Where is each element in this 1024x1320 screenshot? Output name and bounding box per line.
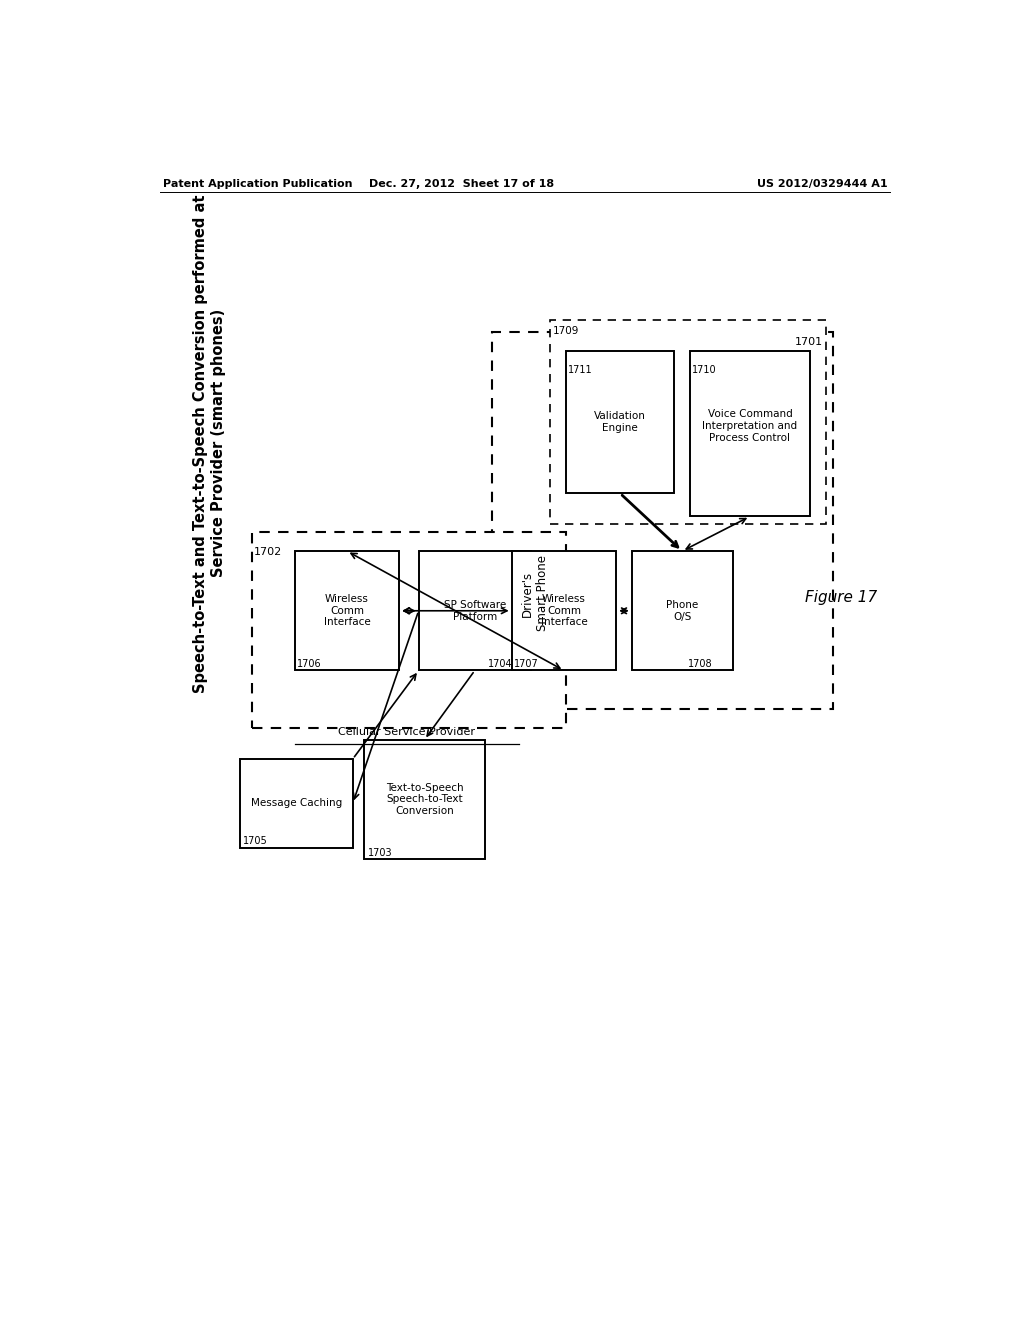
Text: Wireless
Comm
Interface: Wireless Comm Interface bbox=[541, 594, 588, 627]
Bar bbox=[295, 552, 399, 671]
Text: Message Caching: Message Caching bbox=[251, 799, 342, 808]
Text: 1704: 1704 bbox=[488, 659, 513, 669]
Text: US 2012/0329444 A1: US 2012/0329444 A1 bbox=[757, 180, 888, 189]
Text: 1706: 1706 bbox=[297, 659, 322, 669]
Text: Validation
Engine: Validation Engine bbox=[594, 412, 646, 433]
Text: 1711: 1711 bbox=[568, 364, 593, 375]
Text: Text-to-Speech
Speech-to-Text
Conversion: Text-to-Speech Speech-to-Text Conversion bbox=[386, 783, 463, 816]
Text: 1703: 1703 bbox=[369, 847, 393, 858]
Bar bbox=[493, 331, 834, 709]
Text: 1702: 1702 bbox=[254, 548, 283, 557]
Text: Cellular Service Provider: Cellular Service Provider bbox=[339, 726, 475, 737]
Text: SP Software
Platform: SP Software Platform bbox=[443, 601, 506, 622]
Text: Figure 17: Figure 17 bbox=[805, 590, 878, 605]
Bar bbox=[419, 552, 531, 671]
Text: Voice Command
Interpretation and
Process Control: Voice Command Interpretation and Process… bbox=[702, 409, 798, 442]
Text: Patent Application Publication: Patent Application Publication bbox=[163, 180, 352, 189]
Text: 1701: 1701 bbox=[795, 337, 822, 347]
Text: Dec. 27, 2012  Sheet 17 of 18: Dec. 27, 2012 Sheet 17 of 18 bbox=[369, 180, 554, 189]
Bar bbox=[252, 532, 566, 729]
Bar bbox=[690, 351, 810, 516]
Bar bbox=[365, 739, 484, 859]
Text: 1705: 1705 bbox=[243, 836, 267, 846]
Bar bbox=[566, 351, 675, 494]
Text: Phone
O/S: Phone O/S bbox=[666, 601, 698, 622]
Text: Driver's
Smart Phone: Driver's Smart Phone bbox=[521, 556, 549, 631]
Text: 1707: 1707 bbox=[514, 659, 539, 669]
Bar bbox=[550, 321, 825, 524]
Text: Speech-to-Text and Text-to-Speech Conversion performed at
Service Provider (smar: Speech-to-Text and Text-to-Speech Conver… bbox=[194, 194, 225, 693]
Text: 1709: 1709 bbox=[553, 326, 580, 335]
Bar bbox=[632, 552, 732, 671]
Text: 1710: 1710 bbox=[692, 364, 717, 375]
Text: Wireless
Comm
Interface: Wireless Comm Interface bbox=[324, 594, 371, 627]
Text: 1708: 1708 bbox=[687, 659, 712, 669]
Bar bbox=[241, 759, 352, 847]
Bar bbox=[512, 552, 616, 671]
